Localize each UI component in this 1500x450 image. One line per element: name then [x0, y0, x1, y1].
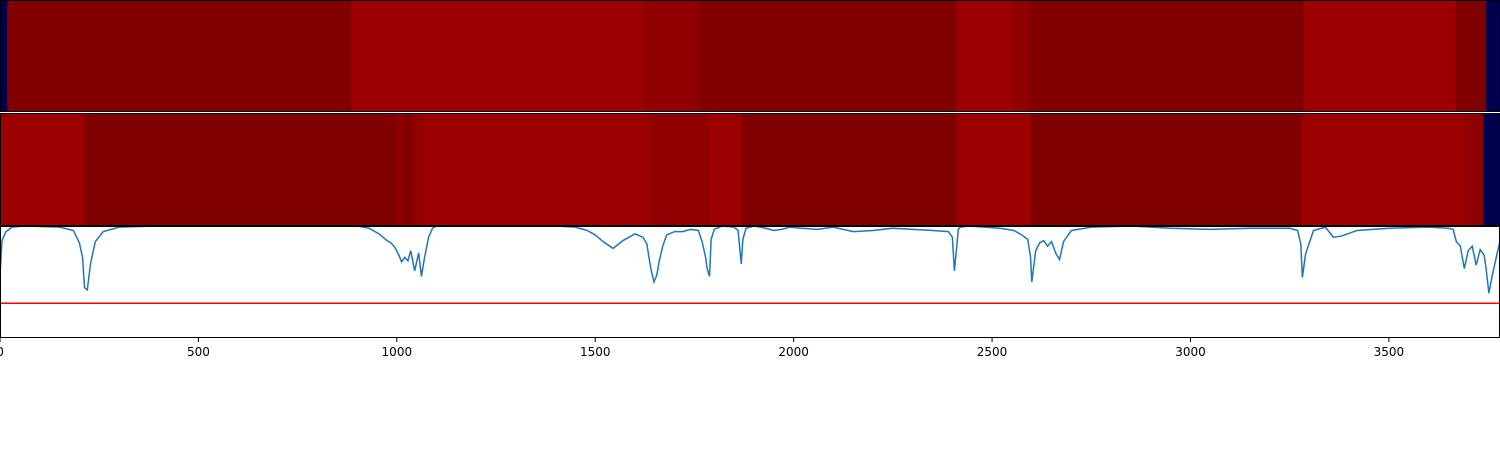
heatmap-cell-0-10 [1486, 0, 1500, 112]
heatmap-cell-0-0 [0, 0, 8, 112]
x-tick-label-2500: 2500 [977, 345, 1008, 359]
line-panel [0, 225, 1500, 338]
heatmap-row-top [0, 0, 1500, 112]
heatmap-cell-0-6 [1011, 0, 1031, 112]
heatmap-cell-1-10 [1030, 113, 1303, 226]
heatmap-cell-1-8 [742, 113, 957, 226]
heatmap-cell-1-7 [708, 113, 743, 226]
heatmap-cell-1-9 [956, 113, 1032, 226]
series-line [0, 225, 1500, 294]
x-axis: 0 500 1000 1500 2000 2500 3000 3500 [0, 338, 1404, 359]
heatmap-cell-0-7 [1029, 0, 1305, 112]
heatmap-cell-1-4 [410, 113, 425, 226]
heatmap-cell-1-1 [84, 113, 398, 226]
heatmap-cell-0-8 [1303, 0, 1457, 112]
heatmap-cell-1-0 [0, 113, 86, 226]
x-tick-label-0: 0 [0, 345, 4, 359]
heatmap-cell-0-4 [697, 0, 957, 112]
x-tick-label-1000: 1000 [382, 345, 413, 359]
heatmap-cell-1-3 [404, 113, 412, 226]
heatmap-cell-0-3 [642, 0, 698, 112]
heatmap-cell-0-1 [7, 0, 352, 112]
heatmap-cell-1-13 [1483, 113, 1500, 226]
x-tick-label-3500: 3500 [1374, 345, 1405, 359]
x-tick-label-2000: 2000 [778, 345, 809, 359]
heatmap-cell-1-6 [650, 113, 709, 226]
heatmap-cell-0-5 [956, 0, 1013, 112]
heatmap-cell-1-2 [396, 113, 406, 226]
x-tick-label-1500: 1500 [580, 345, 611, 359]
heatmap-row-bottom [0, 113, 1500, 226]
heatmap-cell-0-2 [351, 0, 644, 112]
x-tick-label-500: 500 [187, 345, 210, 359]
heatmap-cell-1-5 [423, 113, 651, 226]
heatmap-cell-0-9 [1455, 0, 1487, 112]
x-tick-label-3000: 3000 [1175, 345, 1206, 359]
heatmap-cell-1-12 [1464, 113, 1484, 226]
heatmap-cell-1-11 [1301, 113, 1465, 226]
